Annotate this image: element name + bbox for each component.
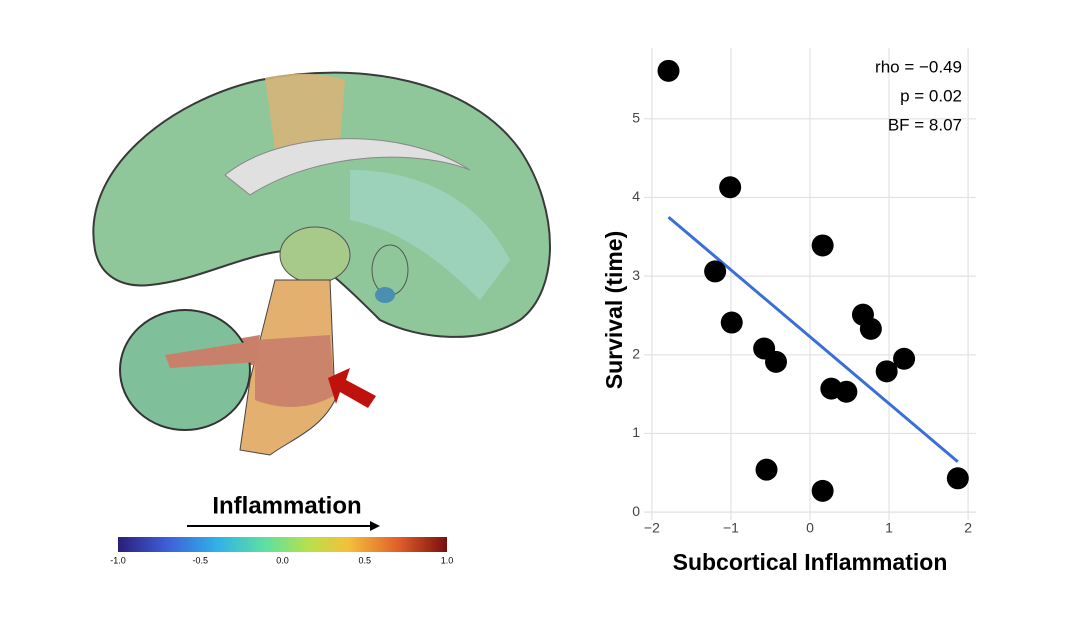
point <box>875 360 898 383</box>
x-tick-label: −1 <box>723 520 739 536</box>
fit-line <box>667 215 959 463</box>
x-tick-label: 1 <box>885 520 893 536</box>
colorbar-tick-label: 1.0 <box>441 555 454 565</box>
colorbar-tick-label: 0.5 <box>358 555 371 565</box>
point <box>811 479 834 502</box>
direction-arrowhead <box>370 521 380 531</box>
colorbar-tick-label: -0.5 <box>192 555 208 565</box>
arrow <box>328 368 376 408</box>
x-axis-title: Subcortical Inflammation <box>673 549 948 575</box>
point <box>657 59 680 82</box>
point <box>946 467 969 490</box>
x-tick-label: 0 <box>806 520 814 536</box>
colorbar-tick-label: 0.0 <box>276 555 289 565</box>
colorbar-tick-label: -1.0 <box>110 555 126 565</box>
y-tick-label: 2 <box>632 346 640 362</box>
x-tick-label: 2 <box>964 520 972 536</box>
y-tick-label: 0 <box>632 503 640 519</box>
brain-image <box>92 71 551 456</box>
annotation: BF = 8.07 <box>888 115 962 134</box>
annotation: p = 0.02 <box>900 86 962 105</box>
y-tick-label: 5 <box>632 110 640 126</box>
x-tick-label: −2 <box>644 520 660 536</box>
point <box>704 260 727 283</box>
point <box>765 350 788 373</box>
annotation: rho = −0.49 <box>875 57 962 76</box>
colorbar <box>118 537 447 552</box>
y-tick-label: 4 <box>632 188 640 204</box>
point <box>755 458 778 481</box>
y-axis-title: Survival (time) <box>601 231 627 390</box>
point <box>720 311 743 334</box>
y-tick-label: 3 <box>632 267 640 283</box>
point <box>835 380 858 403</box>
point <box>811 234 834 257</box>
y-tick-label: 1 <box>632 424 640 440</box>
point <box>859 317 882 340</box>
point <box>893 347 916 370</box>
colorbar-title: Inflammation <box>212 492 361 519</box>
point <box>719 176 742 199</box>
